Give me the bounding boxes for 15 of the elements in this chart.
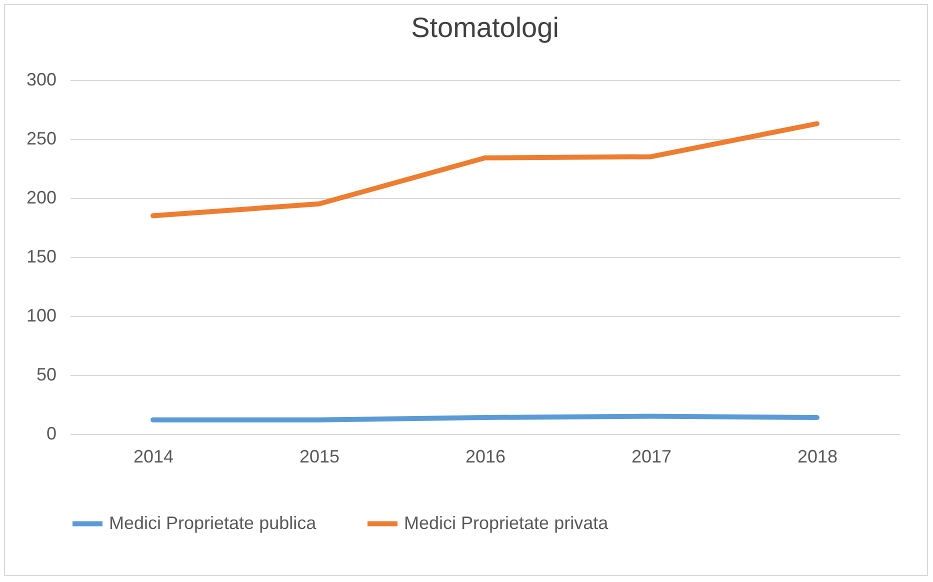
y-tick-label: 200 — [26, 188, 56, 208]
x-tick-label: 2016 — [465, 446, 506, 466]
y-tick-label: 100 — [26, 306, 56, 326]
legend-label: Medici Proprietate publica — [109, 512, 318, 533]
y-tick-label: 0 — [46, 424, 56, 444]
x-tick-label: 2015 — [299, 446, 340, 466]
y-tick-label: 50 — [36, 364, 56, 384]
legend-label: Medici Proprietate privata — [404, 512, 610, 533]
chart-title: Stomatologi — [411, 12, 559, 43]
y-tick-label: 300 — [26, 70, 56, 90]
y-tick-label: 150 — [26, 246, 56, 266]
x-tick-label: 2018 — [797, 446, 838, 466]
y-tick-label: 250 — [26, 128, 56, 148]
x-tick-label: 2014 — [133, 446, 174, 466]
x-tick-label: 2017 — [631, 446, 672, 466]
